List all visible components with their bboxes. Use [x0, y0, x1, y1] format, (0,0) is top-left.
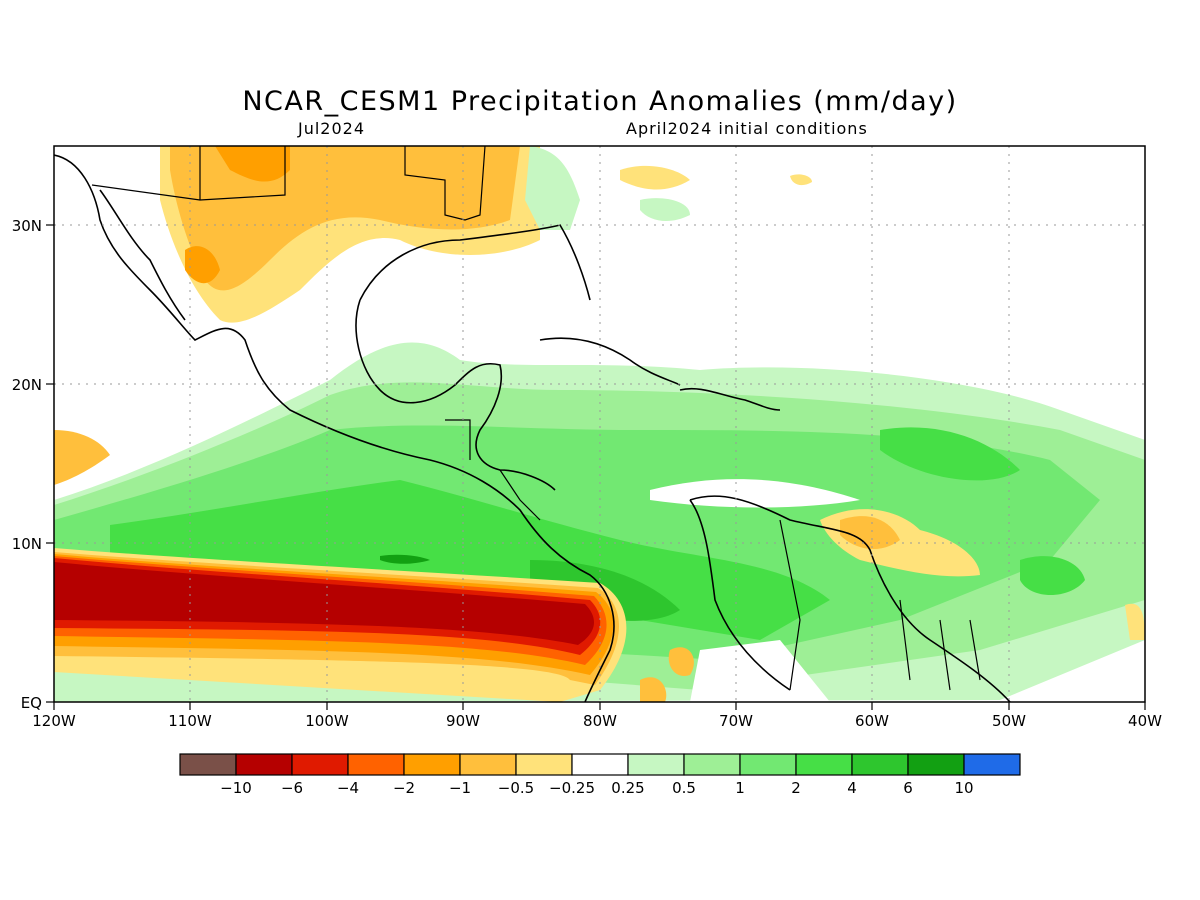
y-tick-label: EQ [21, 694, 42, 712]
colorbar-swatch [683, 753, 741, 776]
forecast-month: Jul2024 [298, 119, 366, 138]
x-tick-label: 90W [446, 712, 480, 730]
colorbar-swatch [459, 753, 517, 776]
colorbar-label: 0.25 [611, 779, 644, 797]
colorbar-label: 1 [735, 779, 745, 797]
colorbar-label: 0.5 [672, 779, 696, 797]
colorbar-label: 10 [954, 779, 973, 797]
political-boundaries [91, 146, 981, 691]
colorbar-label: −6 [281, 779, 303, 797]
colorbar: −10 −6 −4 −2 −1 −0.5 −0.25 0.25 0.5 1 2 4 6 10 [179, 753, 1021, 797]
tick-marks [46, 224, 1146, 710]
colorbar-label: −4 [337, 779, 359, 797]
y-tick-label: 20N [12, 376, 42, 394]
x-tick-label: 100W [305, 712, 349, 730]
colorbar-swatch [963, 753, 1021, 776]
colorbar-swatch [347, 753, 405, 776]
x-tick-label: 70W [719, 712, 753, 730]
colorbar-swatch [179, 753, 237, 776]
x-tick-label: 50W [992, 712, 1026, 730]
x-tick-label: 40W [1128, 712, 1162, 730]
colorbar-swatch [851, 753, 909, 776]
colorbar-label: 6 [903, 779, 913, 797]
graticule [54, 146, 1145, 702]
colorbar-swatch [795, 753, 853, 776]
colorbar-label: 2 [791, 779, 801, 797]
x-tick-labels: 120W 110W 100W 90W 80W 70W 60W 50W 40W [32, 712, 1162, 730]
colorbar-swatch [907, 753, 965, 776]
colorbar-swatch [235, 753, 293, 776]
y-tick-label: 10N [12, 535, 42, 553]
x-tick-label: 80W [583, 712, 617, 730]
x-tick-label: 120W [32, 712, 76, 730]
x-tick-label: 60W [855, 712, 889, 730]
colorbar-label: −10 [220, 779, 252, 797]
x-tick-label: 110W [168, 712, 212, 730]
colorbar-label: −1 [449, 779, 471, 797]
colorbar-swatch [627, 753, 685, 776]
colorbar-swatch [515, 753, 573, 776]
initial-conditions: April2024 initial conditions [626, 119, 868, 138]
colorbar-label: 4 [847, 779, 857, 797]
colorbar-swatch [403, 753, 461, 776]
colorbar-swatch [571, 753, 629, 776]
colorbar-label: −0.5 [498, 779, 534, 797]
colorbar-label: −2 [393, 779, 415, 797]
colorbar-label: −0.25 [549, 779, 595, 797]
colorbar-swatch [739, 753, 797, 776]
y-tick-labels: EQ 10N 20N 30N [12, 217, 42, 712]
chart-title: NCAR_CESM1 Precipitation Anomalies (mm/d… [242, 86, 958, 117]
y-tick-label: 30N [12, 217, 42, 235]
colorbar-swatch [291, 753, 349, 776]
